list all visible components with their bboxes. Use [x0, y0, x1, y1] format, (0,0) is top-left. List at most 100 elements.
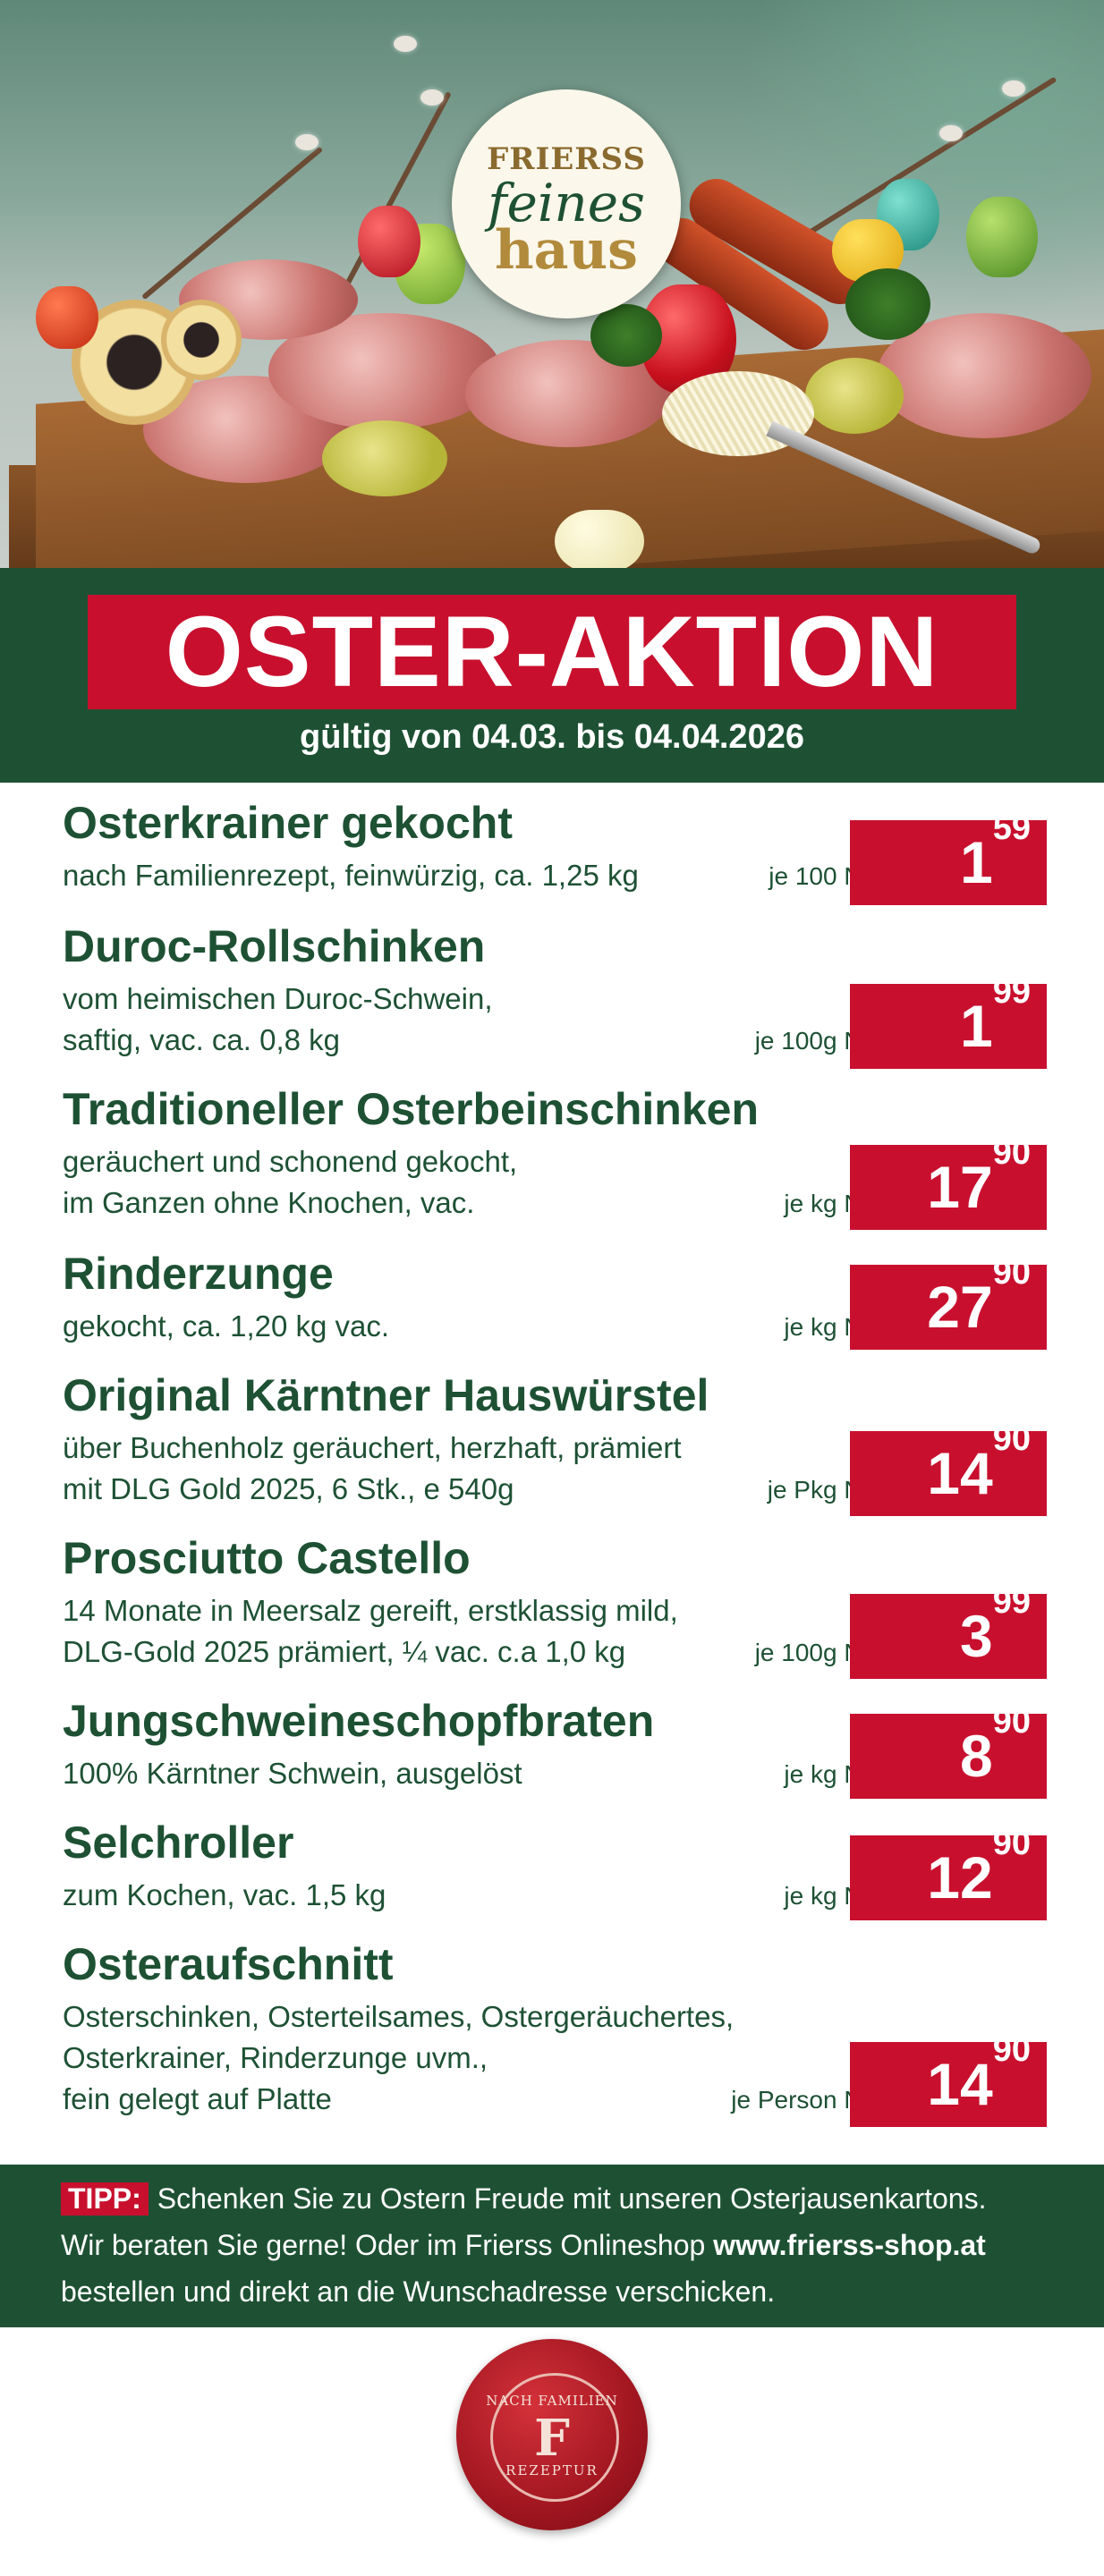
willow-bud — [939, 125, 963, 141]
tip-text: Wir beraten Sie gerne! Oder im Frierss O… — [61, 2229, 714, 2261]
product-description-line: nach Familienrezept, feinwürzig, ca. 1,2… — [63, 859, 639, 892]
willow-bud — [295, 134, 318, 150]
price-tag: 159 — [850, 809, 1047, 905]
tip-line: Wir beraten Sie gerne! Oder im Frierss O… — [61, 2229, 986, 2262]
seal-ring — [490, 2373, 619, 2502]
tip-text: Schenken Sie zu Ostern Freude mit unsere… — [157, 2182, 987, 2215]
price-cents: 90 — [992, 1703, 1031, 1741]
product-item: Selchroller zum Kochen, vac. 1,5 kg je k… — [63, 1818, 1047, 1934]
product-name: Prosciutto Castello — [63, 1533, 471, 1583]
price-cents: 90 — [992, 1134, 1031, 1172]
product-description-line: 14 Monate in Meersalz gereift, erstklass… — [63, 1594, 678, 1627]
price-main: 14 — [927, 2051, 993, 2117]
product-description: 14 Monate in Meersalz gereift, erstklass… — [63, 1590, 678, 1673]
poppy-seed-roll — [161, 300, 242, 380]
white-easter-egg — [555, 510, 644, 568]
tip-section: TIPP: Schenken Sie zu Ostern Freude mit u… — [0, 2165, 1104, 2327]
price-tag: 1290 — [850, 1825, 1047, 1920]
promo-banner: OSTER-AKTION gültig von 04.03. bis 04.04… — [0, 568, 1104, 783]
product-name: Original Kärntner Hauswürstel — [63, 1370, 709, 1420]
product-item: Rinderzunge gekocht, ca. 1,20 kg vac. je… — [63, 1249, 1047, 1365]
product-description-line: vom heimischen Duroc-Schwein, — [63, 982, 493, 1015]
seal-text-bottom: REZEPTUR — [505, 2462, 599, 2479]
product-description: Osterschinken, Osterteilsames, Ostergerä… — [63, 1996, 734, 2120]
product-item: Osteraufschnitt Osterschinken, Osterteil… — [63, 1939, 1047, 2145]
validity-period: gültig von 04.03. bis 04.04.2026 — [300, 718, 804, 756]
price-cents: 99 — [992, 1583, 1031, 1621]
logo-brand: FRIERSS — [487, 141, 646, 177]
product-description-line: DLG-Gold 2025 prämiert, ¼ vac. c.a 1,0 k… — [63, 1635, 626, 1668]
product-description: über Buchenholz geräuchert, herzhaft, pr… — [63, 1428, 682, 1510]
product-description: nach Familienrezept, feinwürzig, ca. 1,2… — [63, 855, 639, 896]
tomato — [36, 286, 98, 349]
pickles — [322, 420, 447, 496]
price-cents: 90 — [992, 1825, 1031, 1862]
product-name: Selchroller — [63, 1818, 294, 1868]
price-main: 17 — [927, 1154, 993, 1220]
price-main: 14 — [927, 1440, 993, 1506]
price-main: 12 — [927, 1844, 993, 1911]
product-description: gekocht, ca. 1,20 kg vac. — [63, 1306, 389, 1347]
parsley — [845, 268, 930, 340]
parsley — [590, 304, 662, 367]
logo-line2: haus — [495, 219, 638, 282]
product-item: Duroc-Rollschinken vom heimischen Duroc-… — [63, 921, 1047, 1073]
green-easter-egg — [966, 197, 1038, 277]
product-description-line: über Buchenholz geräuchert, herzhaft, pr… — [63, 1431, 682, 1464]
tip-line: TIPP: Schenken Sie zu Ostern Freude mit u… — [61, 2182, 986, 2216]
price-main: 3 — [960, 1603, 993, 1669]
red-easter-egg — [358, 206, 420, 277]
willow-bud — [394, 36, 417, 52]
product-description-line: gekocht, ca. 1,20 kg vac. — [63, 1309, 390, 1343]
product-item: Prosciutto Castello 14 Monate in Meersal… — [63, 1533, 1047, 1685]
price-cents: 90 — [992, 1420, 1031, 1458]
logo-line1: feines — [488, 173, 645, 233]
seal-letter: F — [534, 2409, 570, 2468]
product-description-line: Osterschinken, Osterteilsames, Ostergerä… — [63, 2000, 735, 2033]
product-description-line: mit DLG Gold 2025, 6 Stk., e 540g — [63, 1472, 514, 1505]
price-tag: 890 — [850, 1703, 1047, 1799]
price-tag: 1790 — [850, 1134, 1047, 1230]
product-description: vom heimischen Duroc-Schwein, saftig, va… — [63, 979, 493, 1061]
willow-bud — [1002, 80, 1025, 97]
seal-text-top: NACH FAMILIEN — [486, 2393, 618, 2409]
product-item: Original Kärntner Hauswürstel über Buche… — [63, 1370, 1047, 1522]
product-description-line: Osterkrainer, Rinderzunge uvm., — [63, 2041, 488, 2074]
price-tag: 1490 — [850, 2031, 1047, 2127]
frierss-feines-haus-logo: FRIERSS feines haus — [452, 89, 681, 318]
price-cents: 90 — [992, 2031, 1031, 2069]
product-name: Rinderzunge — [63, 1249, 334, 1299]
hero-image: FRIERSS feines haus — [0, 0, 1104, 568]
product-description-line: saftig, vac. ca. 0,8 kg — [63, 1023, 340, 1056]
ham-slices — [877, 313, 1091, 438]
price-cents: 99 — [992, 973, 1031, 1011]
product-description-line: 100% Kärntner Schwein, ausgelöst — [63, 1757, 522, 1790]
product-name: Duroc-Rollschinken — [63, 921, 486, 971]
price-cents: 90 — [992, 1254, 1031, 1292]
family-recipe-seal: NACH FAMILIEN F REZEPTUR — [456, 2339, 648, 2530]
product-name: Jungschweineschopfbraten — [63, 1696, 655, 1746]
price-cents: 59 — [992, 809, 1031, 847]
price-tag: 399 — [850, 1583, 1047, 1679]
banner-title: OSTER-AKTION — [165, 596, 939, 708]
tip-line: bestellen und direkt an die Wunschadress… — [61, 2275, 776, 2308]
price-main: 1 — [960, 829, 993, 895]
price-main: 1 — [960, 993, 993, 1059]
price-tag: 2790 — [850, 1254, 1047, 1350]
product-description: geräuchert und schonend gekocht, im Ganz… — [63, 1141, 517, 1224]
price-main: 8 — [960, 1723, 993, 1789]
product-description: 100% Kärntner Schwein, ausgelöst — [63, 1753, 522, 1794]
product-description-line: zum Kochen, vac. 1,5 kg — [63, 1878, 386, 1911]
shop-link[interactable]: www.frierss-shop.at — [713, 2229, 986, 2261]
product-description-line: fein gelegt auf Platte — [63, 2082, 332, 2115]
product-description-line: geräuchert und schonend gekocht, — [63, 1145, 518, 1178]
product-description-line: im Ganzen ohne Knochen, vac. — [63, 1186, 475, 1219]
banner-title-box: OSTER-AKTION — [88, 595, 1016, 709]
pickles — [805, 358, 904, 434]
tip-label: TIPP: — [61, 2182, 149, 2216]
product-item: Jungschweineschopfbraten 100% Kärntner S… — [63, 1696, 1047, 1812]
product-item: Osterkrainer gekocht nach Familienrezept… — [63, 798, 1047, 914]
product-name: Osterkrainer gekocht — [63, 798, 513, 848]
product-name: Traditioneller Osterbeinschinken — [63, 1084, 760, 1134]
price-tag: 1490 — [850, 1420, 1047, 1516]
